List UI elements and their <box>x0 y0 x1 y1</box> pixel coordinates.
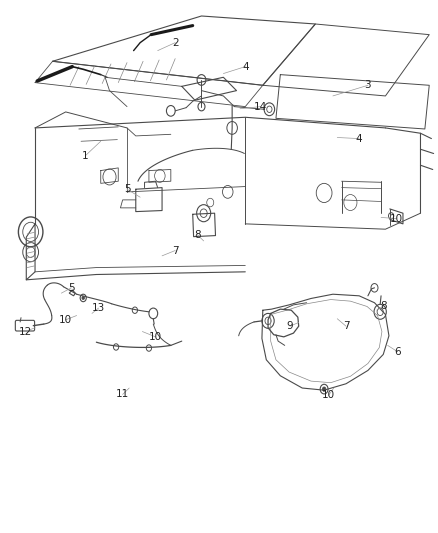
Text: 8: 8 <box>380 302 387 311</box>
Text: 5: 5 <box>68 283 75 293</box>
Text: 1: 1 <box>82 151 89 160</box>
Text: 7: 7 <box>172 246 179 255</box>
Text: 5: 5 <box>124 184 131 194</box>
Circle shape <box>82 296 85 300</box>
Text: 14: 14 <box>254 102 267 111</box>
Text: 7: 7 <box>343 321 350 331</box>
Text: 9: 9 <box>286 321 293 331</box>
Text: 12: 12 <box>18 327 32 336</box>
Text: 10: 10 <box>59 315 72 325</box>
Text: 3: 3 <box>364 80 371 90</box>
Text: 8: 8 <box>194 230 201 239</box>
Text: 6: 6 <box>394 347 401 357</box>
Text: 13: 13 <box>92 303 105 313</box>
Text: 10: 10 <box>149 332 162 342</box>
Text: 10: 10 <box>390 214 403 223</box>
Text: 4: 4 <box>356 134 363 143</box>
Text: 10: 10 <box>322 391 335 400</box>
Circle shape <box>322 387 326 391</box>
Text: 4: 4 <box>242 62 249 71</box>
Text: 2: 2 <box>172 38 179 47</box>
Text: 11: 11 <box>116 390 129 399</box>
